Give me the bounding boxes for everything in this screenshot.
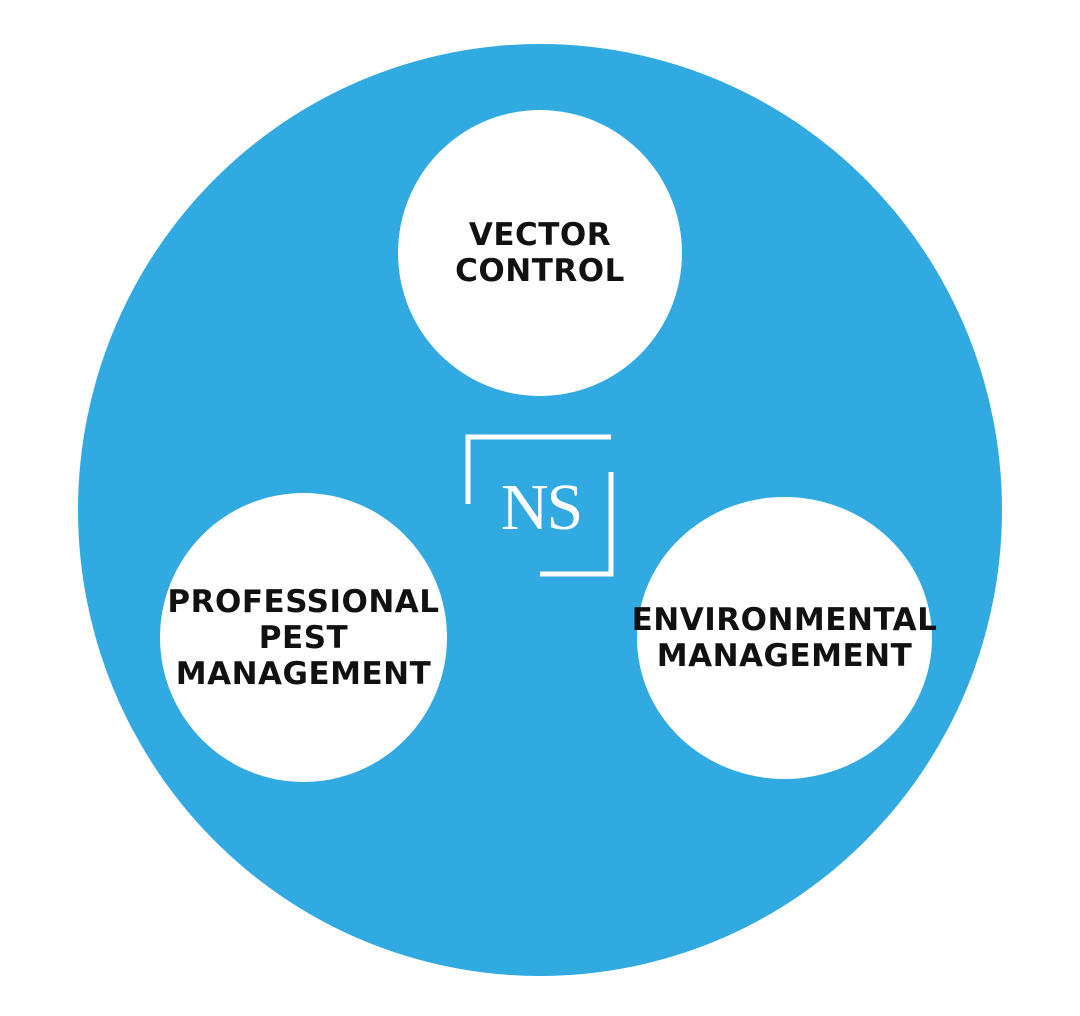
node-professional-pest-management: PROFESSIONAL PEST MANAGEMENT [160,493,447,782]
node-label-professional-pest-management: PROFESSIONAL PEST MANAGEMENT [167,584,439,692]
node-vector-control: VECTOR CONTROL [398,110,682,396]
logo-text: NS [462,468,620,548]
node-label-vector-control: VECTOR CONTROL [455,217,625,289]
node-environmental-management: ENVIRONMENTAL MANAGEMENT [637,497,932,779]
ns-logo: NS [462,434,620,578]
node-label-environmental-management: ENVIRONMENTAL MANAGEMENT [632,602,938,674]
